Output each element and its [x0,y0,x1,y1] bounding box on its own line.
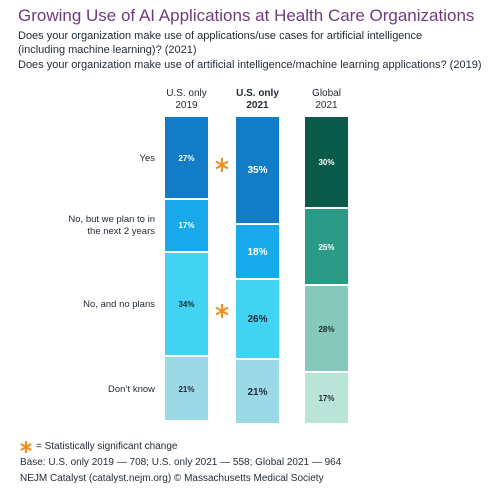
subtitle: Does your organization make use of artif… [18,59,482,71]
bar-segment [165,117,208,199]
asterisk [215,157,229,172]
column-header: U.S. only 2021 [236,88,279,111]
asterisk [215,303,229,318]
bar-segment [236,360,279,423]
subtitle: Does your organization make use of appli… [18,30,423,42]
column-header: U.S. only 2019 [166,88,207,111]
value-label: 26% [247,314,268,326]
source: NEJM Catalyst (catalyst.nejm.org) © Mass… [20,473,324,484]
significance-marker [215,303,229,318]
value-label: 21% [247,386,268,398]
value-label: 17% [318,393,335,403]
value-label: 25% [318,242,335,252]
value-label: 21% [178,384,195,394]
value-label: 30% [318,158,335,168]
value-label: 34% [178,299,195,309]
significance-note: = Statistically significant change [36,441,178,452]
bar-segment [305,286,348,371]
bar-segment [305,209,348,285]
base-note: Base: U.S. only 2019 — 708; U.S. only 20… [20,457,342,468]
bar-segment [236,117,279,223]
significance-marker [215,157,229,172]
value-label: 27% [178,153,195,163]
chart-title: Growing Use of AI Applications at Health… [18,6,475,25]
row-label: Don’t know [108,383,155,395]
value-label: 35% [247,164,268,176]
bar-segment [165,252,208,356]
value-label: 17% [178,221,195,231]
bar-segment [305,372,348,423]
subtitle: (including machine learning)? (2021) [18,44,197,56]
value-label: 18% [247,246,268,258]
row-label: Yes [139,152,156,164]
bar-segment [305,117,348,208]
column-header: Global 2021 [312,88,341,111]
bar-segment [236,224,279,279]
bar-segment [165,200,208,251]
value-label: 28% [318,324,335,334]
row-label: No, but we plan to in the next 2 years [68,214,155,238]
bar-segment [236,280,279,359]
significance-icon [20,441,32,453]
row-label: No, and no plans [83,298,155,310]
bar-segment [165,357,208,420]
